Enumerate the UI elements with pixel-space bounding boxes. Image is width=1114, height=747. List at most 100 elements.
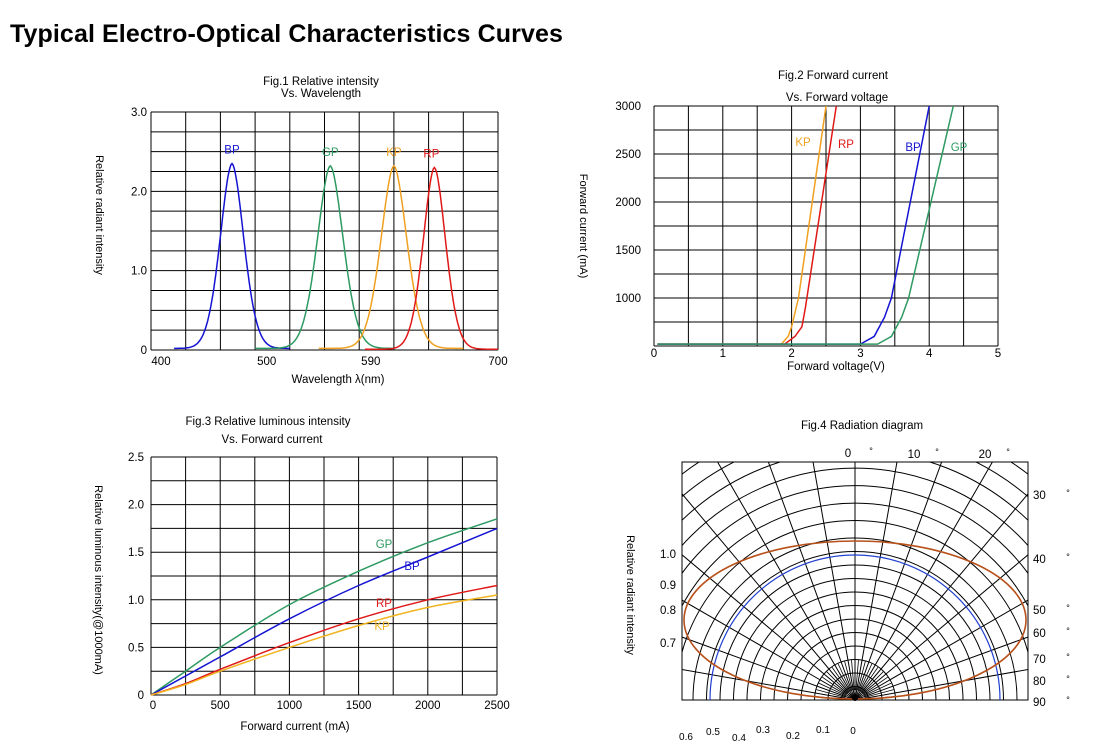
fig4-radial-label: 0.7	[660, 638, 676, 650]
fig2-title: Fig.2 Forward current	[778, 70, 889, 82]
fig4-arc	[814, 659, 896, 701]
fig2-ytick: 1000	[615, 293, 641, 305]
fig2-grid	[653, 105, 999, 347]
fig4-spoke	[854, 462, 943, 701]
fig4-degree-mark: °	[1006, 447, 1010, 457]
fig4-pattern-inner	[709, 554, 1001, 701]
fig4-angle-label: 30	[1033, 490, 1046, 502]
fig4-spoke-minor	[862, 676, 888, 695]
fig2-ytick: 3000	[615, 101, 641, 113]
fig4-angle-label: 10	[908, 449, 921, 461]
fig4-spoke	[854, 462, 898, 701]
fig1-series-RP	[365, 166, 498, 350]
fig2-xtick: 2	[788, 348, 794, 360]
fig4-angle-label: 20	[979, 449, 992, 461]
fig4-bottom-label: 0.6	[679, 732, 693, 743]
fig2-series-label-GP: GP	[951, 142, 968, 154]
fig4-spoke-minor	[844, 661, 853, 691]
fig1-ytick: 0	[141, 345, 147, 357]
fig4-spoke	[717, 462, 856, 701]
fig3-ytick: 1.5	[128, 547, 144, 559]
fig4-body	[681, 461, 1029, 701]
fig3-xtick: 1000	[277, 700, 303, 712]
fig4-spoke-minor	[822, 676, 848, 695]
fig4-radial-label: 0.9	[660, 580, 676, 592]
fig4-bottom-label: 0.2	[786, 731, 800, 742]
fig1-series-BP	[174, 162, 290, 350]
fig1-xtick: 400	[151, 356, 170, 368]
fig4-angle-label: 50	[1033, 605, 1046, 617]
fig4-labels: 0 ° 10 ° 20 ° 30 ° 40 ° 50 ° 60 ° 70 ° 80 ° 90 ° 1.0 0.9 0.8 0.…	[660, 446, 1070, 744]
fig1-grid	[150, 111, 499, 351]
fig3-title: Fig.3 Relative luminous intensity	[186, 416, 351, 428]
fig1-xtick: 700	[488, 356, 507, 368]
fig4-angle-label: 0	[845, 448, 851, 460]
fig2-xtick: 5	[995, 348, 1001, 360]
fig4-spoke	[767, 462, 856, 701]
fig4-spoke-minor	[818, 682, 847, 697]
fig3-ytick: 2.0	[128, 500, 144, 512]
fig4-degree-mark: °	[1066, 488, 1070, 498]
fig4-title: Fig.4 Radiation diagram	[801, 420, 923, 432]
fig4-spoke-minor	[861, 671, 884, 694]
fig2-ytick: 2500	[615, 149, 641, 161]
fig4-arc	[773, 618, 937, 701]
fig4-degree-mark: °	[1066, 674, 1070, 684]
fig2-subtitle: Vs. Forward voltage	[786, 92, 888, 104]
fig4-arc	[719, 564, 991, 701]
fig3-ylabel: Relative luminous intensity(@1000mA)	[92, 485, 104, 675]
fig4-arc	[787, 632, 923, 701]
fig4-spoke-minor	[857, 661, 866, 691]
fig4-spoke-minor	[864, 689, 894, 698]
fig3-series-label-KP: KP	[374, 621, 390, 633]
fig3-series-BP	[150, 527, 498, 696]
fig4-arc	[827, 672, 883, 701]
fig4-spoke-minor	[826, 671, 849, 694]
fig4-angle-label: 40	[1033, 554, 1046, 566]
fig4-arc	[746, 591, 964, 701]
fig1-ylabel: Relative radiant intensity	[93, 155, 105, 275]
fig2-xtick: 1	[720, 348, 726, 360]
fig3-xtick: 1500	[346, 700, 372, 712]
fig2-series-BP	[657, 105, 930, 345]
fig4-bottom-label: 0	[850, 726, 856, 737]
page-title: Typical Electro-Optical Characteristics …	[10, 20, 563, 48]
fig3-series-RP	[150, 584, 498, 696]
fig4-spoke-minor	[860, 667, 879, 693]
fig4-angle-label: 80	[1033, 676, 1046, 688]
fig3-xlabel: Forward current (mA)	[240, 721, 349, 733]
fig4-angle-label: 90	[1033, 697, 1046, 709]
fig4-ylabel: Relative radiant intensity	[624, 535, 636, 655]
fig2-ylabel: Forward current (mA)	[577, 174, 589, 279]
fig4-degree-mark: °	[1066, 552, 1070, 562]
fig4-arc	[733, 578, 977, 701]
fig4-spoke	[682, 636, 856, 701]
fig3-xtick: 500	[211, 700, 230, 712]
fig2-forward-current-chart: Fig.2 Forward current Vs. Forward voltag…	[577, 70, 1001, 373]
fig3-ytick: 0.5	[128, 642, 144, 654]
fig4-bottom-label: 0.4	[732, 733, 746, 744]
fig4-gridlines	[682, 462, 1028, 701]
fig4-spoke-minor	[855, 660, 859, 691]
fig4-radial-label: 0.8	[660, 605, 676, 617]
fig3-series: GP BP RP KP	[150, 518, 498, 696]
fig1-xtick: 590	[361, 356, 380, 368]
fig1-ytick: 2.0	[131, 186, 147, 198]
fig4-radiation-diagram: Fig.4 Radiation diagram Relative radiant…	[624, 420, 1070, 744]
fig1-subtitle: Vs. Wavelength	[281, 88, 361, 100]
fig2-ytick: 1500	[615, 245, 641, 257]
fig4-arc-outer	[682, 467, 1028, 547]
fig3-ytick: 0	[138, 690, 144, 702]
fig1-series-GP	[255, 164, 394, 350]
fig4-spoke	[682, 668, 856, 701]
fig3-xtick: 0	[150, 700, 156, 712]
fig2-ticks: 0 1 2 3 4 5 1000 1500 2000 2500 3000	[615, 101, 1001, 360]
fig3-ytick: 1.0	[128, 595, 144, 607]
fig2-xtick: 0	[651, 348, 657, 360]
fig3-subtitle: Vs. Forward current	[222, 434, 324, 446]
fig4-angle-label: 60	[1033, 628, 1046, 640]
fig3-luminous-intensity-chart: Fig.3 Relative luminous intensity Vs. Fo…	[92, 416, 510, 733]
fig4-spoke	[682, 599, 856, 701]
fig3-series-label-GP: GP	[376, 539, 393, 551]
